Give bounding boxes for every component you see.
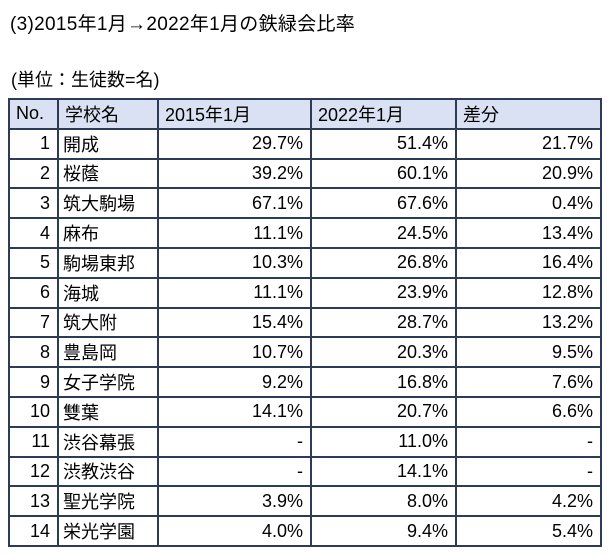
column-header-no: No. [8,98,59,130]
ratio-diff-cell: - [455,455,602,488]
ratio-2015-cell: 11.1% [157,276,312,309]
row-number-cell: 2 [8,157,59,190]
ratio-2022-cell: 51.4% [310,127,457,160]
row-number-cell: 9 [8,366,59,398]
table-row: 7 筑大附 15.4% 28.7% 13.2% [8,306,602,339]
row-number-cell: 3 [8,187,59,220]
table-row: 4 麻布 11.1% 24.5% 13.4% [8,217,602,249]
ratio-2015-cell: 39.2% [157,157,312,190]
ratio-diff-cell: 13.2% [455,306,602,339]
ratio-2015-cell: 29.7% [157,127,312,160]
ratio-diff-cell: 20.9% [455,157,602,190]
table-body: 1 開成 29.7% 51.4% 21.7% 2 桜蔭 39.2% 60.1% … [8,127,602,547]
row-number-cell: 14 [8,515,59,547]
ratio-diff-cell: 5.4% [455,515,602,547]
ratio-2015-cell: 4.0% [157,515,312,547]
school-name-cell: 渋教渋谷 [57,455,159,488]
column-header-diff: 差分 [455,98,602,130]
column-header-2015-jan: 2015年1月 [157,98,312,130]
table-row: 9 女子学院 9.2% 16.8% 7.6% [8,366,602,398]
table-row: 8 豊島岡 10.7% 20.3% 9.5% [8,336,602,369]
school-name-cell: 雙葉 [57,395,159,428]
row-number-cell: 6 [8,276,59,309]
ratio-2022-cell: 24.5% [310,217,457,249]
ratio-2022-cell: 20.3% [310,336,457,369]
ratio-diff-cell: 4.2% [455,485,602,518]
ratio-2022-cell: 23.9% [310,276,457,309]
ratio-2015-cell: 9.2% [157,366,312,398]
ratio-2015-cell: 14.1% [157,395,312,428]
table-row: 2 桜蔭 39.2% 60.1% 20.9% [8,157,602,190]
column-header-2022-jan: 2022年1月 [310,98,457,130]
school-name-cell: 渋谷幕張 [57,425,159,458]
header-row: No. 学校名 2015年1月 2022年1月 差分 [8,98,602,130]
ratio-2022-cell: 9.4% [310,515,457,547]
table-header: No. 学校名 2015年1月 2022年1月 差分 [8,98,602,130]
row-number-cell: 5 [8,246,59,279]
ratio-2015-cell: 10.3% [157,246,312,279]
ratio-2022-cell: 11.0% [310,425,457,458]
ratio-2015-cell: 15.4% [157,306,312,339]
table-row: 10 雙葉 14.1% 20.7% 6.6% [8,395,602,428]
table-row: 12 渋教渋谷 - 14.1% - [8,455,602,488]
table-row: 1 開成 29.7% 51.4% 21.7% [8,127,602,160]
school-name-cell: 聖光学院 [57,485,159,518]
ratio-diff-cell: 16.4% [455,246,602,279]
ratio-2015-cell: 3.9% [157,485,312,518]
table-row: 11 渋谷幕張 - 11.0% - [8,425,602,458]
school-name-cell: 開成 [57,127,159,160]
ratio-diff-cell: 12.8% [455,276,602,309]
ratio-2022-cell: 20.7% [310,395,457,428]
ratio-2022-cell: 67.6% [310,187,457,220]
row-number-cell: 10 [8,395,59,428]
row-number-cell: 11 [8,425,59,458]
row-number-cell: 7 [8,306,59,339]
unit-note: (単位：生徒数=名) [11,70,160,90]
school-name-cell: 桜蔭 [57,157,159,190]
ratio-2015-cell: 10.7% [157,336,312,369]
ratio-2015-cell: - [157,425,312,458]
table-row: 14 栄光学園 4.0% 9.4% 5.4% [8,515,602,547]
page-title: (3)2015年1月→2022年1月の鉄緑会比率 [10,14,356,35]
ratio-2022-cell: 16.8% [310,366,457,398]
row-number-cell: 13 [8,485,59,518]
ratio-diff-cell: 7.6% [455,366,602,398]
row-number-cell: 12 [8,455,59,488]
tetsuryokukai-ratio-table: No. 学校名 2015年1月 2022年1月 差分 1 開成 29.7% 51… [8,98,602,547]
table-row: 5 駒場東邦 10.3% 26.8% 16.4% [8,246,602,279]
ratio-2015-cell: 67.1% [157,187,312,220]
ratio-diff-cell: 21.7% [455,127,602,160]
school-name-cell: 女子学院 [57,366,159,398]
table-row: 13 聖光学院 3.9% 8.0% 4.2% [8,485,602,518]
school-name-cell: 豊島岡 [57,336,159,369]
school-name-cell: 麻布 [57,217,159,249]
school-name-cell: 筑大駒場 [57,187,159,220]
row-number-cell: 8 [8,336,59,369]
ratio-2015-cell: - [157,455,312,488]
table-row: 3 筑大駒場 67.1% 67.6% 0.4% [8,187,602,220]
ratio-2015-cell: 11.1% [157,217,312,249]
ratio-diff-cell: 0.4% [455,187,602,220]
ratio-diff-cell: - [455,425,602,458]
ratio-diff-cell: 13.4% [455,217,602,249]
school-name-cell: 海城 [57,276,159,309]
school-name-cell: 筑大附 [57,306,159,339]
row-number-cell: 4 [8,217,59,249]
ratio-2022-cell: 8.0% [310,485,457,518]
ratio-diff-cell: 6.6% [455,395,602,428]
school-name-cell: 栄光学園 [57,515,159,547]
ratio-2022-cell: 60.1% [310,157,457,190]
school-name-cell: 駒場東邦 [57,246,159,279]
ratio-2022-cell: 26.8% [310,246,457,279]
row-number-cell: 1 [8,127,59,160]
ratio-diff-cell: 9.5% [455,336,602,369]
ratio-2022-cell: 14.1% [310,455,457,488]
table-row: 6 海城 11.1% 23.9% 12.8% [8,276,602,309]
ratio-2022-cell: 28.7% [310,306,457,339]
column-header-school-name: 学校名 [57,98,159,130]
